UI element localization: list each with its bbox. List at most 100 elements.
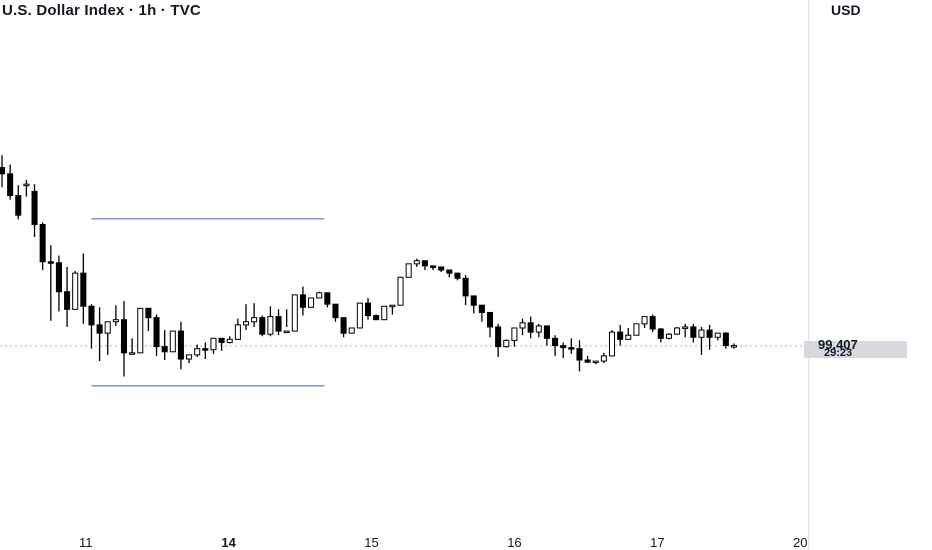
candle bbox=[446, 269, 453, 278]
candle bbox=[495, 323, 502, 357]
candle bbox=[275, 309, 282, 336]
candle bbox=[129, 338, 136, 355]
candle bbox=[177, 321, 184, 370]
candle bbox=[413, 258, 420, 267]
candle bbox=[202, 342, 209, 360]
candle-body bbox=[112, 319, 119, 323]
candle bbox=[560, 342, 567, 358]
candle-body bbox=[446, 269, 453, 274]
candle-body bbox=[486, 311, 494, 328]
candle-body bbox=[202, 348, 209, 351]
candle bbox=[226, 336, 233, 344]
candle bbox=[364, 297, 372, 320]
candle bbox=[519, 318, 526, 336]
candle bbox=[405, 263, 412, 278]
candle-body bbox=[430, 265, 437, 268]
candle-body bbox=[413, 260, 420, 265]
candle-body bbox=[356, 302, 363, 329]
candle-body bbox=[283, 330, 290, 334]
candle bbox=[649, 314, 656, 333]
candle bbox=[348, 327, 355, 334]
candle-body bbox=[608, 331, 616, 357]
candle-body bbox=[7, 173, 14, 197]
price-axis[interactable] bbox=[808, 0, 932, 550]
candle-body bbox=[592, 360, 599, 364]
candle bbox=[251, 303, 258, 327]
candle-body bbox=[373, 315, 380, 321]
candle-body bbox=[722, 332, 729, 347]
candle-body bbox=[421, 260, 428, 267]
candle-body bbox=[137, 307, 144, 354]
candle-body bbox=[308, 297, 315, 308]
candle-body bbox=[348, 327, 355, 334]
candle bbox=[430, 265, 437, 271]
candle-body bbox=[259, 317, 266, 335]
candle bbox=[283, 309, 290, 334]
last-price-label: 99.407 bbox=[818, 337, 858, 352]
candle bbox=[234, 318, 241, 340]
x-tick-label: 16 bbox=[507, 535, 521, 550]
candle-body bbox=[519, 322, 526, 329]
candle bbox=[511, 327, 518, 347]
candle bbox=[674, 326, 681, 335]
candle bbox=[421, 260, 428, 271]
candle bbox=[600, 352, 607, 364]
candle bbox=[332, 303, 339, 322]
candle-body bbox=[503, 339, 510, 348]
currency-label[interactable]: USD bbox=[831, 2, 861, 18]
candle bbox=[137, 307, 144, 354]
candle bbox=[340, 317, 347, 338]
candle-body bbox=[316, 292, 323, 299]
candle-body bbox=[324, 292, 331, 305]
candle bbox=[722, 332, 729, 349]
candle-body bbox=[649, 316, 656, 330]
candle bbox=[218, 337, 225, 351]
candle bbox=[617, 324, 624, 346]
x-tick-label: 17 bbox=[650, 535, 664, 550]
candle-body bbox=[210, 337, 217, 351]
candle bbox=[714, 332, 721, 341]
candle-body bbox=[242, 321, 250, 326]
candle-body bbox=[332, 303, 339, 319]
range-box bbox=[91, 218, 325, 387]
candle-body bbox=[299, 294, 306, 308]
candle-body bbox=[397, 276, 404, 306]
candle-body bbox=[438, 266, 445, 271]
candle-body bbox=[470, 295, 477, 306]
candle-body bbox=[169, 330, 176, 353]
candle-body bbox=[576, 348, 583, 361]
candle-body bbox=[72, 272, 79, 310]
candle-body bbox=[552, 337, 559, 347]
candle-body bbox=[584, 359, 591, 363]
candle-body bbox=[234, 324, 241, 340]
candle bbox=[80, 253, 87, 324]
candle bbox=[576, 340, 583, 372]
candle bbox=[397, 276, 404, 306]
candle-body bbox=[527, 322, 534, 333]
candle-body bbox=[405, 263, 412, 278]
candle bbox=[259, 315, 266, 337]
candle bbox=[153, 314, 160, 356]
x-tick-label: 14 bbox=[221, 535, 236, 550]
candle-body bbox=[535, 325, 542, 333]
candle bbox=[47, 245, 54, 321]
candle bbox=[706, 324, 713, 350]
candle bbox=[470, 295, 477, 314]
candle-body bbox=[665, 333, 672, 339]
candle bbox=[23, 180, 30, 197]
candle-body bbox=[177, 330, 184, 360]
candle-body bbox=[23, 183, 30, 187]
candle-body bbox=[226, 338, 233, 343]
candle-body bbox=[730, 345, 738, 348]
candle bbox=[690, 323, 697, 343]
candle-body bbox=[55, 262, 62, 293]
candle bbox=[503, 339, 510, 348]
candle-body bbox=[381, 305, 388, 321]
candle bbox=[454, 272, 461, 281]
candle bbox=[291, 294, 298, 332]
candle bbox=[641, 316, 648, 328]
candle bbox=[486, 311, 494, 338]
bar-countdown-label: 29:23 bbox=[824, 347, 853, 359]
candle-body bbox=[462, 277, 469, 297]
